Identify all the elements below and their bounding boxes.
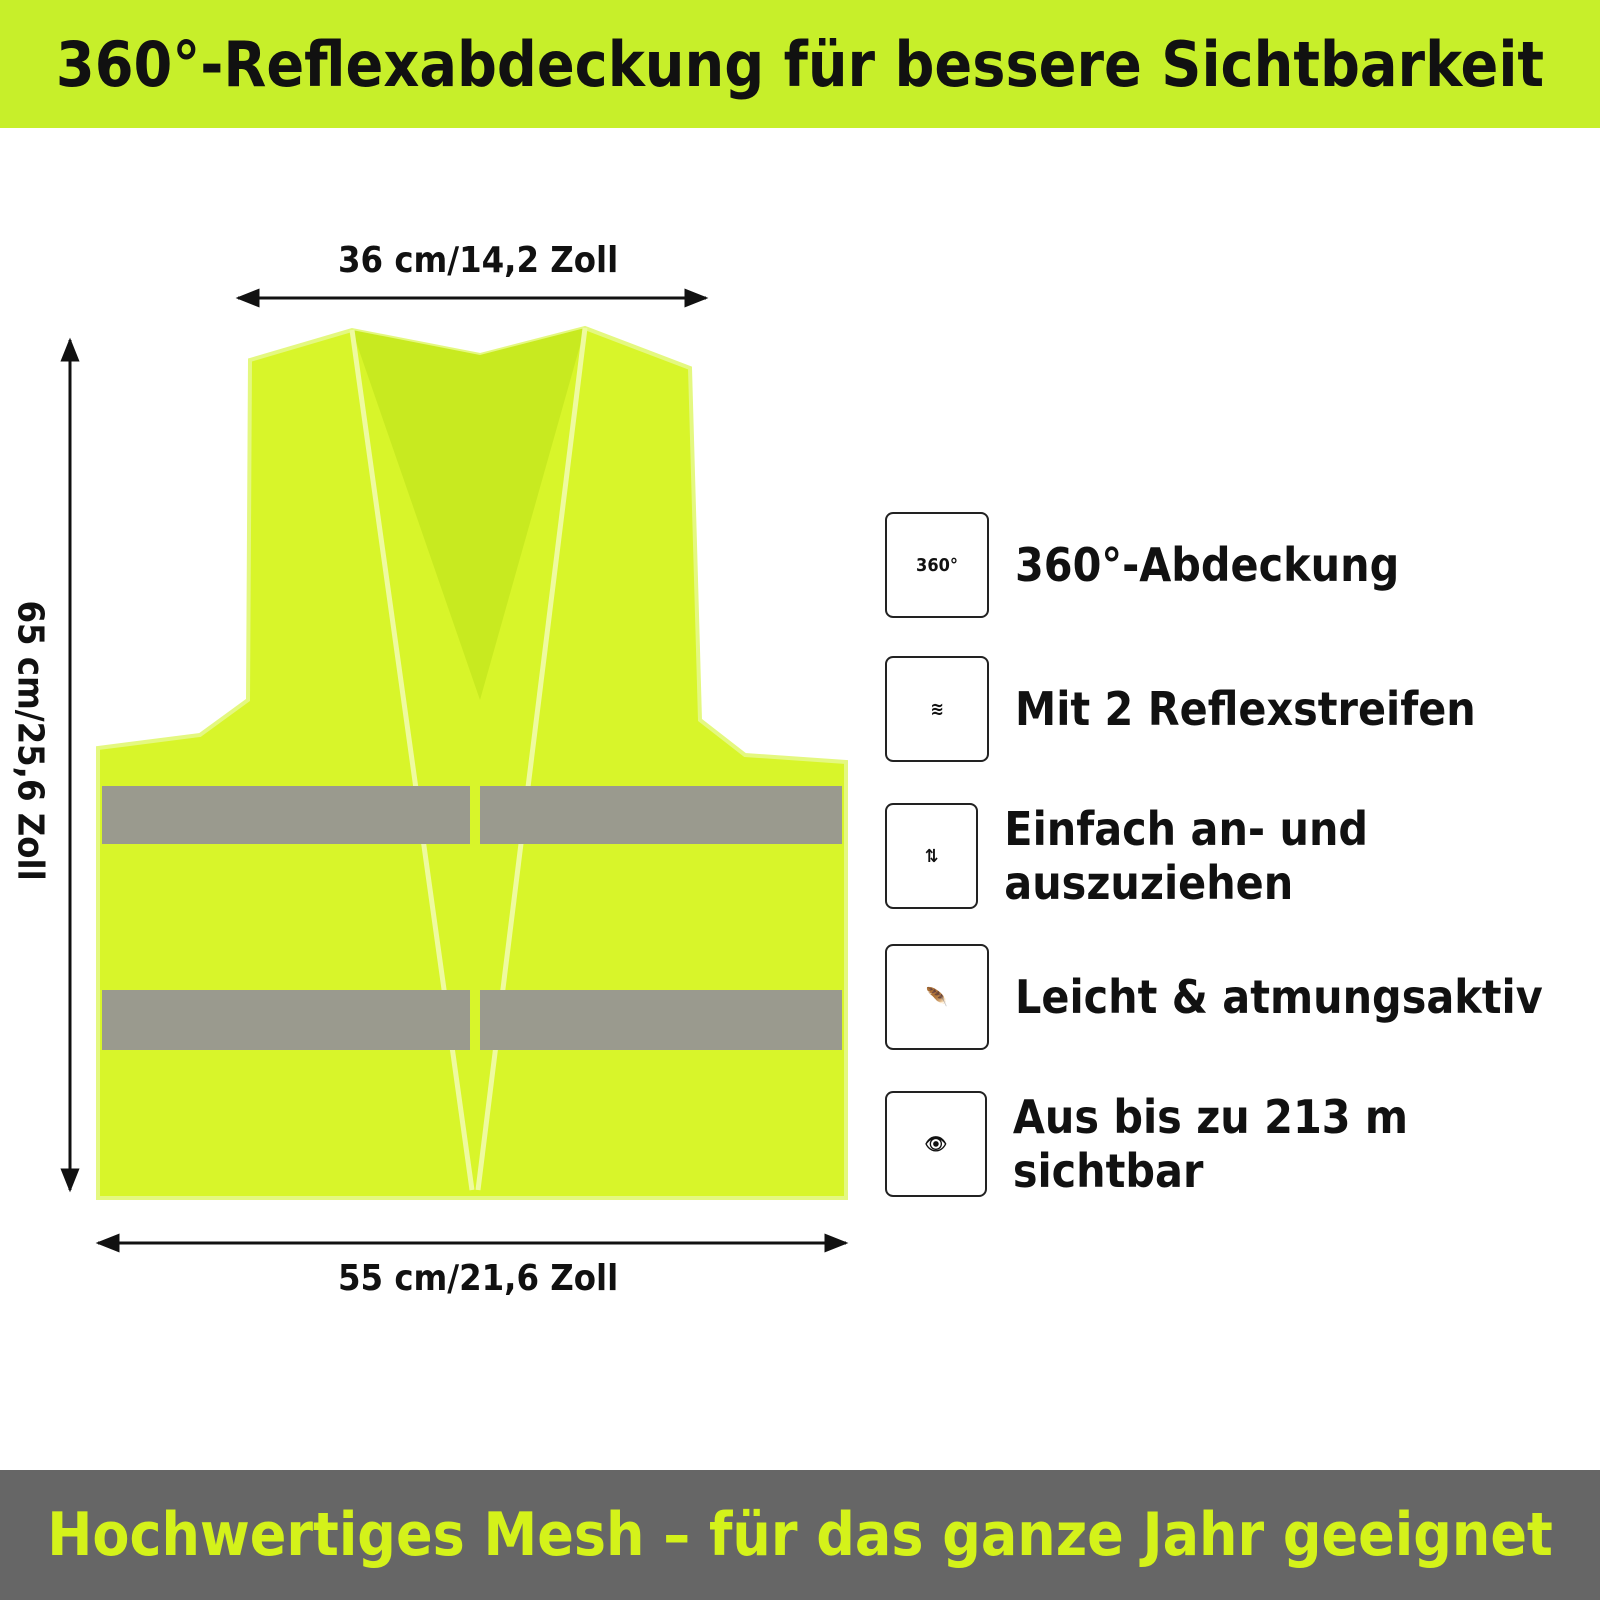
dim-left: 65 cm/25,6 Zoll [9,600,51,881]
feature: ≋ Mit 2 Reflexstreifen [885,656,1476,762]
title: 360°-Reflexabdeckung für bessere Sichtba… [55,27,1545,101]
feature: ⇅ Einfach an- und auszuziehen [885,802,1600,910]
feature-label: Leicht & atmungsaktiv [1015,970,1543,1024]
feature-label: Einfach an- und auszuziehen [1004,802,1369,910]
icon: 360° [885,512,989,618]
feature: 👁 Aus bis zu 213 m sichtbar [885,1090,1600,1198]
feature-label: Aus bis zu 213 m sichtbar [1012,1090,1409,1198]
header: 360°-Reflexabdeckung für bessere Sichtba… [0,0,1600,128]
icon: 👁 [885,1091,987,1197]
icon: 🪶 [885,944,989,1050]
footer-text: Hochwertiges Mesh – für das ganze Jahr g… [47,1500,1553,1570]
dim-top: 36 cm/14,2 Zoll [338,240,619,281]
footer: Hochwertiges Mesh – für das ganze Jahr g… [0,1470,1600,1600]
dim-bottom: 55 cm/21,6 Zoll [338,1258,619,1299]
icon: ≋ [885,656,989,762]
feature-label: Mit 2 Reflexstreifen [1015,682,1476,736]
icon: ⇅ [885,803,979,909]
feature-label: 360°-Abdeckung [1015,538,1400,592]
feature: 🪶 Leicht & atmungsaktiv [885,944,1543,1050]
feature: 360° 360°-Abdeckung [885,512,1399,618]
